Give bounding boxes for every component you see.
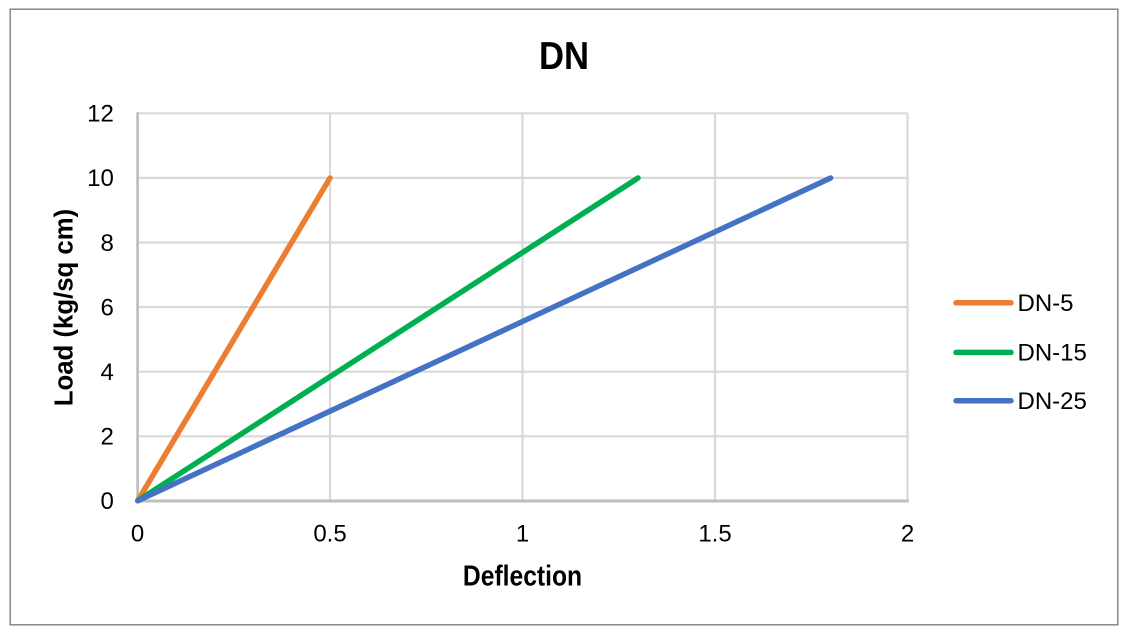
svg-text:1: 1 bbox=[516, 521, 529, 548]
svg-text:2: 2 bbox=[901, 521, 914, 548]
svg-text:0.5: 0.5 bbox=[313, 521, 346, 548]
svg-text:DN-15: DN-15 bbox=[1018, 340, 1087, 367]
svg-text:8: 8 bbox=[100, 230, 113, 257]
svg-text:0: 0 bbox=[131, 521, 144, 548]
svg-text:DN-5: DN-5 bbox=[1018, 290, 1074, 317]
svg-text:1.5: 1.5 bbox=[698, 521, 731, 548]
svg-text:2: 2 bbox=[100, 424, 113, 451]
svg-text:Deflection: Deflection bbox=[463, 560, 582, 592]
svg-text:4: 4 bbox=[100, 359, 113, 386]
svg-text:Load (kg/sq cm): Load (kg/sq cm) bbox=[48, 209, 78, 406]
svg-text:6: 6 bbox=[100, 294, 113, 321]
svg-text:10: 10 bbox=[87, 165, 114, 192]
svg-text:0: 0 bbox=[100, 488, 113, 515]
svg-text:DN-25: DN-25 bbox=[1018, 388, 1087, 415]
svg-text:DN: DN bbox=[539, 35, 589, 78]
svg-text:12: 12 bbox=[87, 101, 114, 128]
